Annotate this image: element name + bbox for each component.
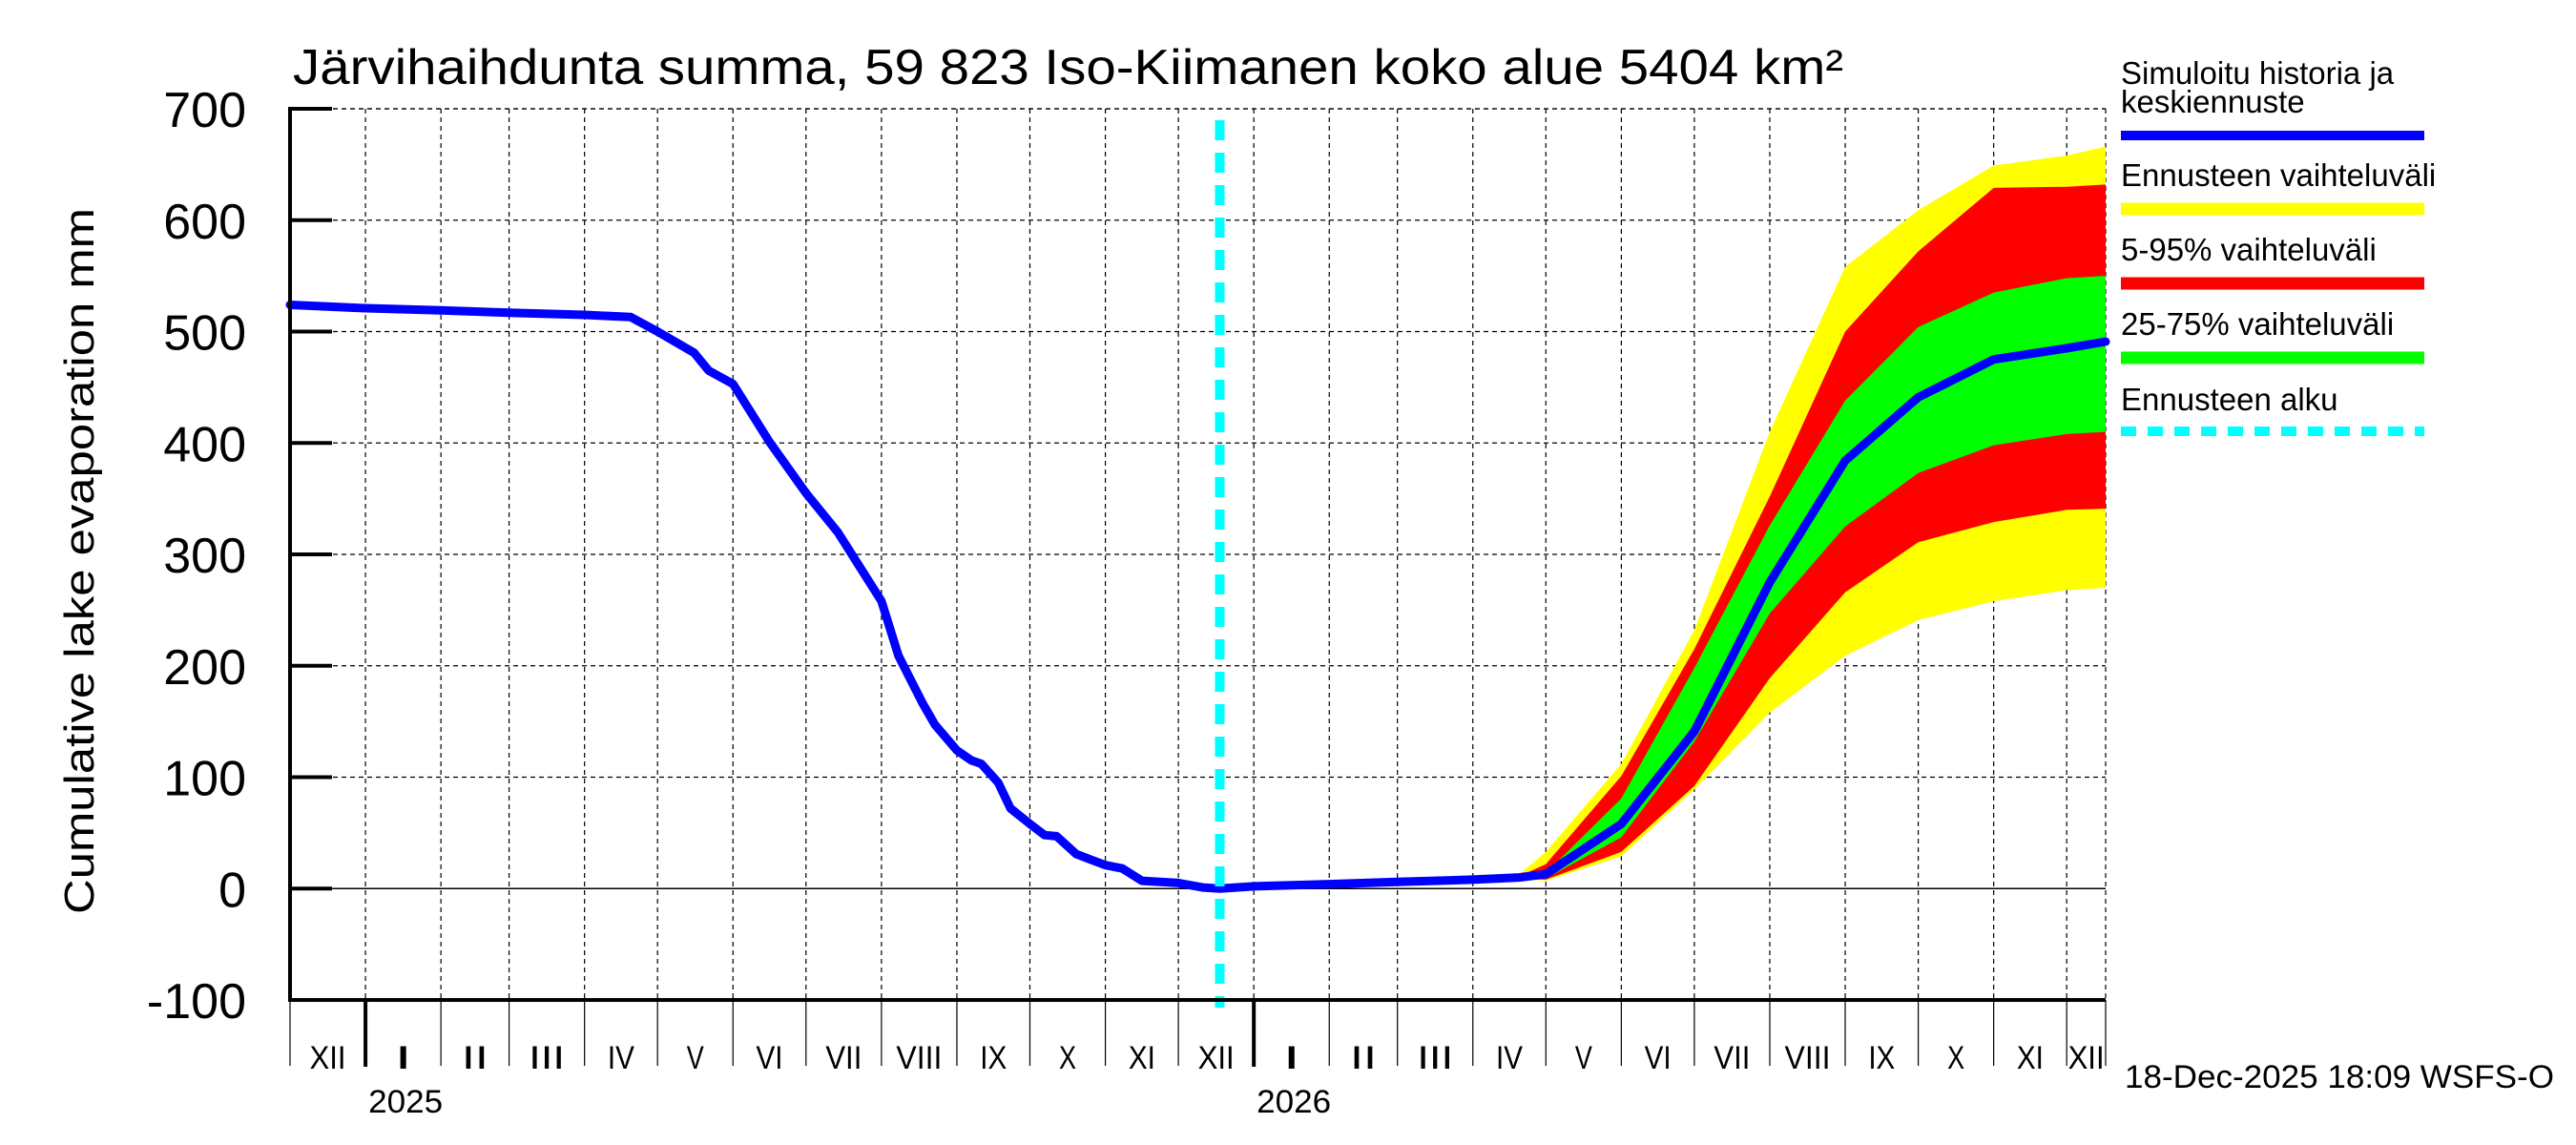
x-tick-label: IX <box>1868 1040 1895 1076</box>
x-tick-labels: XII I II III IV V VI VII VIII IX X XI XII I II III IV V VI… <box>310 1040 2105 1120</box>
x-tick-label: I <box>395 1040 412 1076</box>
y-axis-label: Cumulative lake evaporation mm <box>56 208 103 914</box>
x-tick-label: III <box>1417 1040 1453 1076</box>
legend-label: Ennusteen alku <box>2121 382 2338 417</box>
x-tick-label: XI <box>1129 1040 1155 1076</box>
y-tick-label: 200 <box>163 640 246 696</box>
x-tick-label: IV <box>608 1040 634 1076</box>
y-tick-label: 0 <box>218 863 246 918</box>
year-label: 2025 <box>368 1084 443 1120</box>
x-tick-label: I <box>1283 1040 1300 1076</box>
x-tick-label: II <box>462 1040 488 1076</box>
x-tick-label: II <box>1350 1040 1377 1076</box>
y-tick-label: -100 <box>147 974 246 1030</box>
legend-label: 25-75% vaihteluväli <box>2121 306 2394 342</box>
y-tick-label: 300 <box>163 529 246 584</box>
x-tick-label: VI <box>1645 1040 1672 1076</box>
x-tick-label: X <box>1947 1040 1964 1076</box>
x-tick-label: XII <box>310 1040 346 1076</box>
band-green <box>1514 276 2106 879</box>
legend-label: Ennusteen vaihteluväli <box>2121 157 2436 193</box>
year-label: 2026 <box>1257 1084 1331 1120</box>
x-tick-label: III <box>529 1040 565 1076</box>
footer-timestamp: 18-Dec-2025 18:09 WSFS-O <box>2125 1059 2554 1095</box>
x-tick-label: VIII <box>896 1040 942 1076</box>
x-tick-label: XII <box>2068 1040 2105 1076</box>
x-tick-label: XII <box>1198 1040 1235 1076</box>
y-tick-label: 100 <box>163 752 246 807</box>
y-tick-label: 700 <box>163 83 246 138</box>
series-lines <box>285 120 2110 1008</box>
legend-label: Simuloitu historia ja <box>2121 55 2395 91</box>
x-tick-label: IV <box>1496 1040 1523 1076</box>
legend-label: 5-95% vaihteluväli <box>2121 232 2377 267</box>
series-line <box>285 301 2110 893</box>
x-tick-label: VII <box>1714 1040 1750 1076</box>
y-tick-label: 500 <box>163 306 246 362</box>
x-tick-label: VI <box>757 1040 783 1076</box>
x-tick-label: XI <box>2017 1040 2044 1076</box>
x-tick-label: X <box>1059 1040 1076 1076</box>
legend-label: keskiennuste <box>2121 84 2305 119</box>
y-tick-label: 600 <box>163 195 246 250</box>
x-tick-label: VII <box>825 1040 862 1076</box>
x-tick-label: V <box>687 1040 704 1076</box>
y-tick-label: 400 <box>163 417 246 472</box>
x-tick-label: V <box>1575 1040 1592 1076</box>
y-tick-labels: -100 0 100 200 300 400 500 600 700 <box>147 83 246 1030</box>
x-tick-label: VIII <box>1785 1040 1831 1076</box>
axes <box>288 107 2107 1067</box>
x-tick-label: IX <box>980 1040 1007 1076</box>
chart-title: Järvihaihdunta summa, 59 823 Iso-Kiimane… <box>293 40 1843 95</box>
